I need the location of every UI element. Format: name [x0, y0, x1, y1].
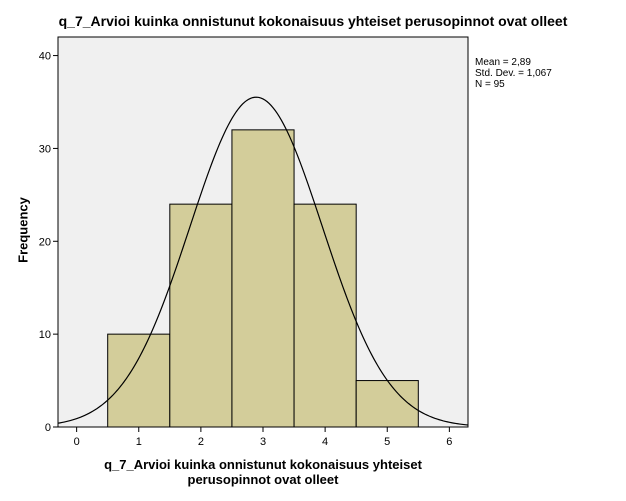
stats-mean: Mean = 2,89	[475, 57, 531, 68]
x-tick-label: 0	[74, 436, 80, 448]
stats-std-dev: Std. Dev. = 1,067	[475, 68, 552, 79]
x-tick-label: 2	[198, 436, 204, 448]
y-tick-label: 10	[39, 329, 51, 341]
normal-curve	[57, 96, 469, 426]
histogram-bar-2	[169, 203, 233, 428]
x-tick-label: 1	[136, 436, 142, 448]
x-tick-label: 4	[322, 436, 328, 448]
x-tick-label: 6	[446, 436, 452, 448]
histogram-bar-1	[107, 333, 171, 428]
x-tick-label: 5	[384, 436, 390, 448]
x-axis-label-line-2: perusopinnot ovat olleet	[187, 472, 339, 487]
histogram-bar-3	[231, 129, 295, 428]
stats-n: N = 95	[475, 79, 505, 90]
histogram-bar-4	[293, 203, 357, 428]
x-axis-label-line-1: q_7_Arvioi kuinka onnistunut kokonaisuus…	[104, 457, 422, 472]
y-tick-label: 20	[39, 236, 51, 248]
y-tick-label: 40	[39, 51, 51, 63]
stats-box: Mean = 2,89 Std. Dev. = 1,067 N = 95	[475, 57, 552, 90]
x-axis-label: q_7_Arvioi kuinka onnistunut kokonaisuus…	[58, 457, 468, 487]
x-tick-label: 3	[260, 436, 266, 448]
chart-title: q_7_Arvioi kuinka onnistunut kokonaisuus…	[58, 13, 568, 29]
y-tick-label: 30	[39, 143, 51, 155]
y-tick-label: 0	[45, 422, 51, 434]
